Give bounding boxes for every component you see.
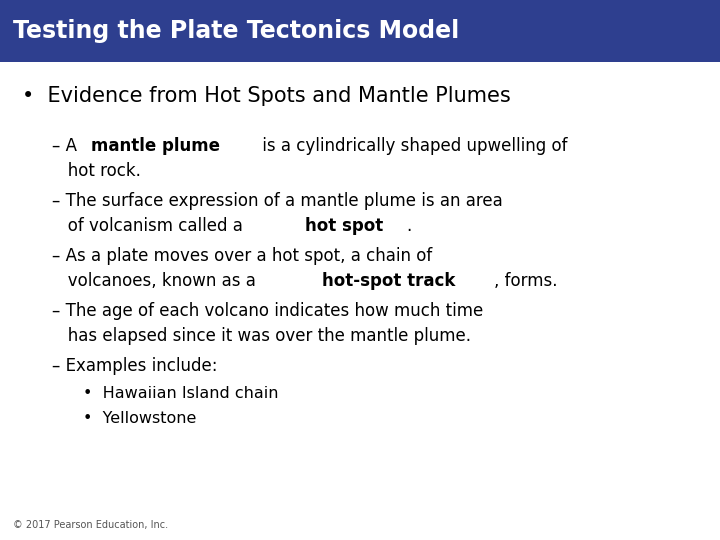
Text: volcanoes, known as a: volcanoes, known as a	[52, 272, 261, 290]
Text: – A: – A	[52, 137, 82, 154]
Text: mantle plume: mantle plume	[91, 137, 220, 154]
Text: – As a plate moves over a hot spot, a chain of: – As a plate moves over a hot spot, a ch…	[52, 247, 432, 265]
Text: is a cylindrically shaped upwelling of: is a cylindrically shaped upwelling of	[257, 137, 568, 154]
Text: © 2017 Pearson Education, Inc.: © 2017 Pearson Education, Inc.	[13, 520, 168, 530]
Text: – The age of each volcano indicates how much time: – The age of each volcano indicates how …	[52, 302, 483, 320]
Text: .: .	[406, 217, 411, 235]
Text: •  Evidence from Hot Spots and Mantle Plumes: • Evidence from Hot Spots and Mantle Plu…	[22, 86, 510, 106]
FancyBboxPatch shape	[0, 0, 720, 62]
Text: – The surface expression of a mantle plume is an area: – The surface expression of a mantle plu…	[52, 192, 503, 210]
Text: hot rock.: hot rock.	[52, 162, 140, 180]
Text: hot spot: hot spot	[305, 217, 383, 235]
Text: , forms.: , forms.	[494, 272, 557, 290]
Text: – Examples include:: – Examples include:	[52, 357, 217, 375]
Text: •  Hawaiian Island chain: • Hawaiian Island chain	[83, 386, 279, 401]
Text: of volcanism called a: of volcanism called a	[52, 217, 248, 235]
Text: •  Yellowstone: • Yellowstone	[83, 411, 196, 427]
Text: has elapsed since it was over the mantle plume.: has elapsed since it was over the mantle…	[52, 327, 471, 345]
Text: hot-spot track: hot-spot track	[322, 272, 455, 290]
Text: Testing the Plate Tectonics Model: Testing the Plate Tectonics Model	[13, 19, 459, 43]
